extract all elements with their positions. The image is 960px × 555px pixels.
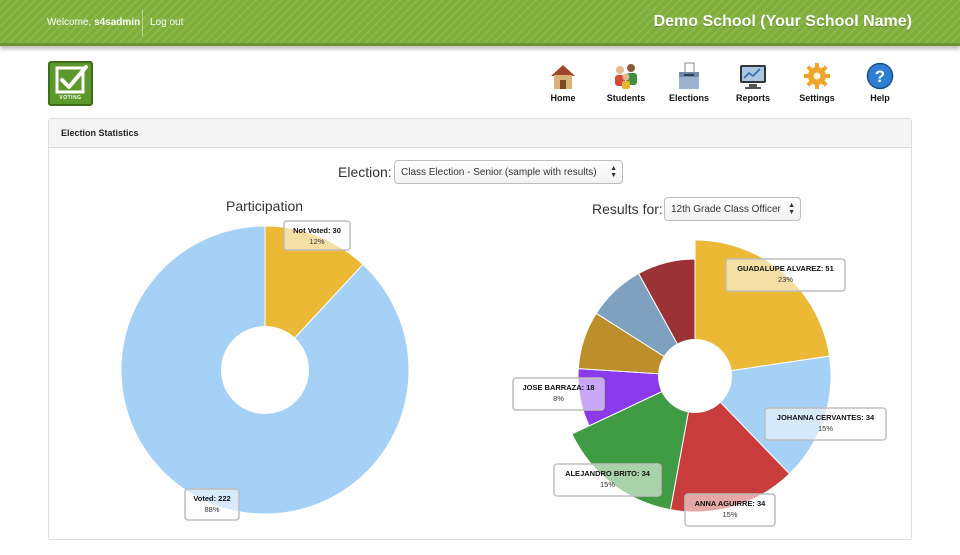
tooltip-box [684,493,776,527]
logout-link[interactable]: Log out [150,17,184,28]
nav-reports[interactable]: Reports [725,62,781,106]
gear-icon [804,63,830,89]
students-icon [615,64,637,89]
12th-grade-class-officer-pie [571,239,832,513]
top-bar-divider [142,10,143,36]
monitor-chart-icon [740,65,766,89]
tooltip-percent: 12% [309,237,324,246]
tooltip-label: GUADALUPE ALVAREZ: 51 [737,264,834,273]
results-for-label: Results for: [592,201,663,217]
nav-reports-label: Reports [735,93,770,103]
voting-logo[interactable]: VOTING [48,61,93,106]
position-select-value: 12th Grade Class Officer [671,204,781,215]
svg-text:?: ? [875,67,885,86]
top-bar: Welcome, s4sadmin Log out Demo School (Y… [0,0,960,46]
tooltip-box [764,407,887,441]
position-select[interactable]: 12th Grade Class Officer ▲ ▼ [664,197,801,221]
tooltip-percent: 8% [553,394,564,403]
election-select-value: Class Election - Senior (sample with res… [401,167,597,178]
checkbox-logo-icon [55,65,88,94]
tooltip-box [184,488,240,521]
nav-help-label: Help [870,93,890,103]
participation-title: Participation [226,198,304,214]
nav-elections[interactable]: Elections [661,62,717,106]
nav-help[interactable]: ? Help [852,62,908,106]
tooltip-label: ANNA AGUIRRE: 34 [695,499,767,508]
username: s4sadmin [94,17,141,28]
tooltip-guadalupe-alvarez: GUADALUPE ALVAREZ: 51 23% [725,258,846,292]
welcome-prefix: Welcome, [47,17,92,28]
ballot-box-icon [679,62,699,89]
tooltip-anna-aguirre: ANNA AGUIRRE: 34 15% [684,493,776,527]
tooltip-label: Voted: 222 [193,494,230,503]
tooltip-label: JOSE BARRAZA: 18 [522,383,594,392]
nav-students[interactable]: Students [598,62,654,106]
tooltip-not-voted: Not Voted: 30 12% [283,220,351,251]
logo-text: VOTING [59,95,82,101]
tooltip-label: JOHANNA CERVANTES: 34 [777,413,875,422]
tooltip-percent: 88% [204,505,219,514]
select-arrows-icon: ▲ ▼ [788,202,795,216]
donut-hole [658,339,732,413]
school-name: Demo School (Your School Name) [653,13,912,30]
tooltip-box [283,220,351,251]
nav-elections-label: Elections [668,93,709,103]
nav-settings[interactable]: Settings [789,62,845,106]
tooltip-box [725,258,846,292]
tooltip-percent: 23% [778,275,793,284]
tooltip-label: ALEJANDRO BRITO: 34 [565,469,651,478]
tooltip-percent: 15% [600,480,615,489]
tooltip-jose-barraza: JOSE BARRAZA: 18 8% [512,377,605,411]
tooltip-voted: Voted: 222 88% [184,488,240,521]
tooltip-box [553,463,662,497]
election-label: Election: [338,164,392,180]
house-icon [551,65,575,89]
welcome-text: Welcome, s4sadmin [47,17,140,28]
tooltip-label: Not Voted: 30 [293,226,341,235]
tooltip-johanna-cervantes: JOHANNA CERVANTES: 34 15% [764,407,887,441]
election-select[interactable]: Class Election - Senior (sample with res… [394,160,623,184]
tooltip-percent: 15% [722,510,737,519]
nav-students-label: Students [606,93,646,103]
panel-title: Election Statistics [49,119,911,148]
tooltip-box [512,377,605,411]
nav-settings-label: Settings [799,93,835,103]
donut-hole [221,326,309,414]
tooltip-alejandro-brito: ALEJANDRO BRITO: 34 15% [553,463,662,497]
tooltip-percent: 15% [818,424,833,433]
select-arrows-icon: ▲ ▼ [610,165,617,179]
nav-home[interactable]: Home [535,62,591,106]
help-icon: ? [866,62,894,90]
nav-home-label: Home [550,93,576,103]
participation-pie [120,225,410,515]
